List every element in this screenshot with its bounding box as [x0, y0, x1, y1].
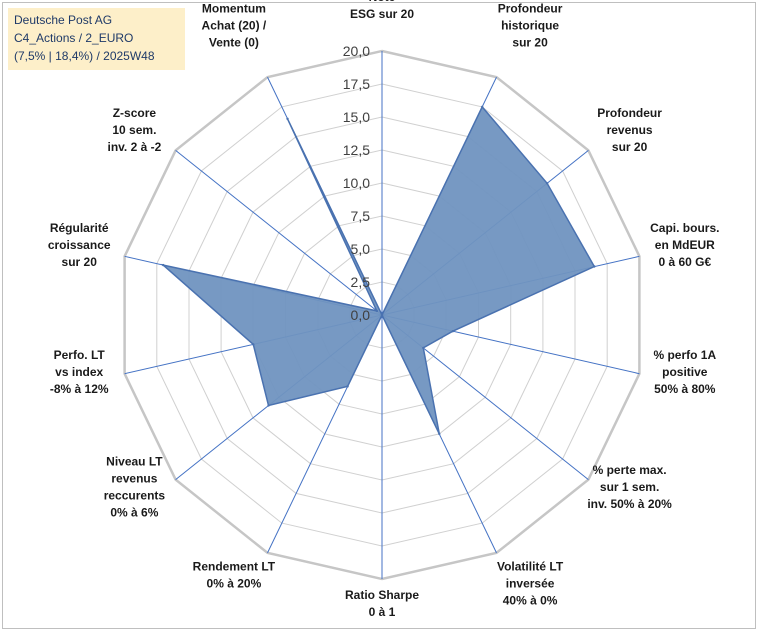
category-label-line: % perte max.: [593, 463, 667, 477]
data-point: [481, 105, 484, 109]
data-point: [286, 117, 289, 121]
category-label: Profondeur historique sur 20: [498, 1, 563, 49]
category-label-line: revenus: [111, 471, 157, 485]
series-area: [160, 105, 596, 435]
category-label: Rendement LT 0% à 20%: [193, 560, 276, 591]
category-label-line: 10 sem.: [112, 123, 156, 137]
title-line-1: Deutsche Post AG: [14, 13, 113, 27]
category-label: Capi. bours. en MdEUR 0 à 60 G€: [650, 221, 719, 269]
category-label-line: Z-score: [113, 106, 157, 120]
category-label-line: Capi. bours.: [650, 221, 719, 235]
category-label-line: inv. 2 à -2: [107, 140, 161, 154]
data-point: [162, 263, 165, 267]
tick-label: 17,5: [343, 76, 370, 92]
category-label: Niveau LT revenus reccurents 0% à 6%: [104, 454, 166, 519]
data-point: [545, 182, 549, 185]
category-label-line: % perfo 1A: [653, 348, 716, 362]
data-point: [593, 265, 596, 268]
category-label-line: croissance: [48, 238, 111, 252]
tick-label: 7,5: [351, 208, 371, 224]
category-label-line: Vente (0): [209, 35, 259, 49]
data-point: [346, 385, 349, 388]
category-label-line: Volatilité LT: [497, 560, 564, 574]
category-label: Profondeur revenus sur 20: [597, 106, 662, 154]
tick-label: 0,0: [351, 307, 371, 323]
tick-label: 12,5: [343, 142, 370, 158]
category-label: % perfo 1A positive 50% à 80%: [653, 348, 716, 396]
category-label-line: Achat (20) /: [202, 18, 267, 32]
category-label-line: 0% à 20%: [207, 577, 262, 591]
category-label-line: 0% à 6%: [110, 505, 158, 519]
data-point: [438, 432, 441, 436]
data-point: [252, 343, 255, 346]
data-point: [380, 313, 384, 317]
category-label-line: Rendement LT: [193, 560, 276, 574]
tick-label: 20,0: [343, 43, 370, 59]
category-label-line: en MdEUR: [655, 238, 715, 252]
category-label: % perte max. sur 1 sem. inv. 50% à 20%: [587, 463, 672, 511]
category-label: Perfo. LT vs index -8% à 12%: [50, 348, 109, 396]
category-label-line: Perfo. LT: [54, 348, 106, 362]
category-label-line: Note: [369, 0, 396, 4]
data-point: [422, 346, 425, 350]
category-label-line: sur 20: [62, 255, 98, 269]
category-label-line: Ratio Sharpe: [345, 588, 419, 602]
category-label-line: Profondeur: [597, 106, 662, 120]
category-label: Note ESG sur 20: [350, 0, 414, 21]
category-label-line: historique: [501, 18, 559, 32]
category-label-line: Régularité: [50, 221, 109, 235]
category-labels: Note ESG sur 20 Profondeur historique sur 20…: [48, 0, 720, 619]
category-label-line: positive: [662, 365, 708, 379]
category-label-line: sur 20: [512, 35, 548, 49]
category-label-line: ESG sur 20: [350, 7, 414, 21]
category-label-line: sur 1 sem.: [600, 480, 659, 494]
category-label: Momentum Achat (20) / Vente (0): [202, 1, 267, 49]
title-line-2: C4_Actions / 2_EURO: [14, 31, 134, 45]
category-label-line: Momentum: [202, 1, 266, 15]
tick-label: 15,0: [343, 109, 370, 125]
category-label-line: inv. 50% à 20%: [587, 497, 672, 511]
category-label-line: inversée: [506, 577, 555, 591]
data-point: [267, 404, 270, 407]
category-label-line: Profondeur: [498, 1, 563, 15]
axis-spoke: [175, 150, 383, 316]
tick-label: 2,5: [351, 274, 371, 290]
category-label: Ratio Sharpe 0 à 1: [345, 588, 419, 619]
category-label: Volatilité LT inversée 40% à 0%: [497, 560, 564, 608]
data-point: [451, 330, 454, 333]
series-layer: [160, 105, 596, 436]
tick-labels: 0,0 2,5 5,0 7,5 10,0 12,5 15,0 17,5 20,0: [343, 43, 370, 323]
category-label-line: 40% à 0%: [503, 594, 558, 608]
category-label-line: 0 à 1: [369, 605, 396, 619]
title-line-3: (7,5% | 18,4%) / 2025W48: [14, 49, 155, 63]
category-label-line: sur 20: [612, 140, 648, 154]
category-label-line: vs index: [55, 365, 103, 379]
category-label-line: 0 à 60 G€: [658, 255, 711, 269]
category-label-line: revenus: [607, 123, 653, 137]
tick-label: 5,0: [351, 241, 371, 257]
category-label-line: Niveau LT: [106, 454, 163, 468]
data-point: [375, 309, 378, 313]
category-label: Régularité croissance sur 20: [48, 221, 111, 269]
category-label-line: 50% à 80%: [654, 382, 716, 396]
category-label-line: reccurents: [104, 488, 166, 502]
category-label-line: -8% à 12%: [50, 382, 109, 396]
title-box: Deutsche Post AG C4_Actions / 2_EURO (7,…: [8, 8, 185, 70]
tick-label: 10,0: [343, 175, 370, 191]
category-label: Z-score 10 sem. inv. 2 à -2: [107, 106, 161, 154]
